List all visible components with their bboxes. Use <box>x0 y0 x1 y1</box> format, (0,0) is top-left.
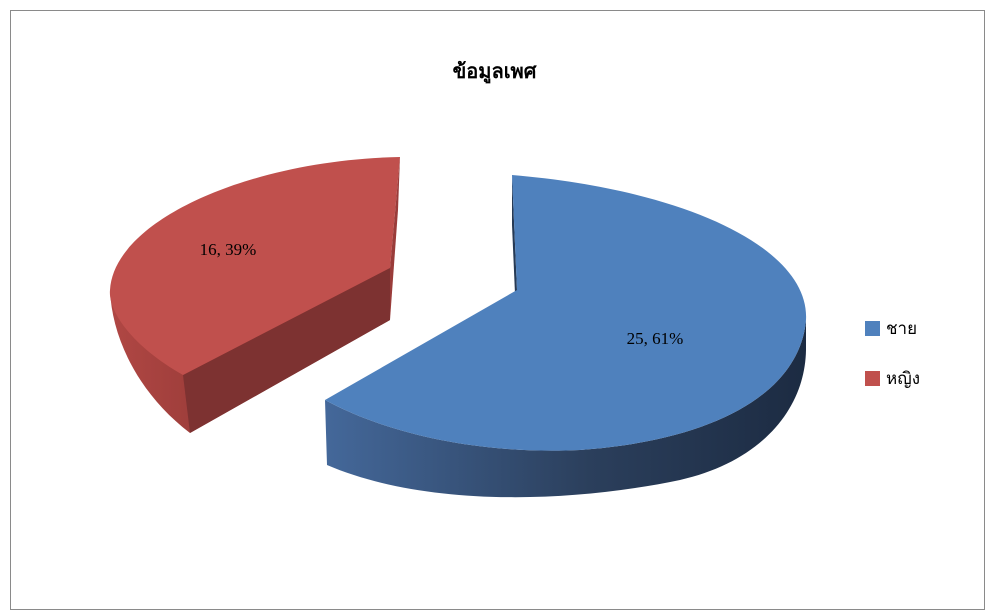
legend: ชาย หญิง <box>865 318 920 418</box>
legend-label-female: หญิง <box>886 368 920 389</box>
slice-male <box>325 175 807 498</box>
legend-item-male: ชาย <box>865 318 920 339</box>
slice-female <box>109 157 401 433</box>
slice-male-top <box>325 175 807 451</box>
slice-male-side <box>325 320 806 498</box>
slice-male-label: 25, 61% <box>627 329 684 348</box>
legend-swatch-male <box>865 320 880 336</box>
slice-female-top <box>109 157 401 375</box>
slice-female-cut-face <box>183 268 390 433</box>
slice-female-edge <box>390 157 400 320</box>
legend-swatch-female <box>865 370 880 386</box>
chart-title: ข้อมูลเพศ <box>452 59 537 83</box>
legend-item-female: หญิง <box>865 368 920 389</box>
legend-label-male: ชาย <box>886 318 918 339</box>
slice-female-label: 16, 39% <box>200 240 257 259</box>
